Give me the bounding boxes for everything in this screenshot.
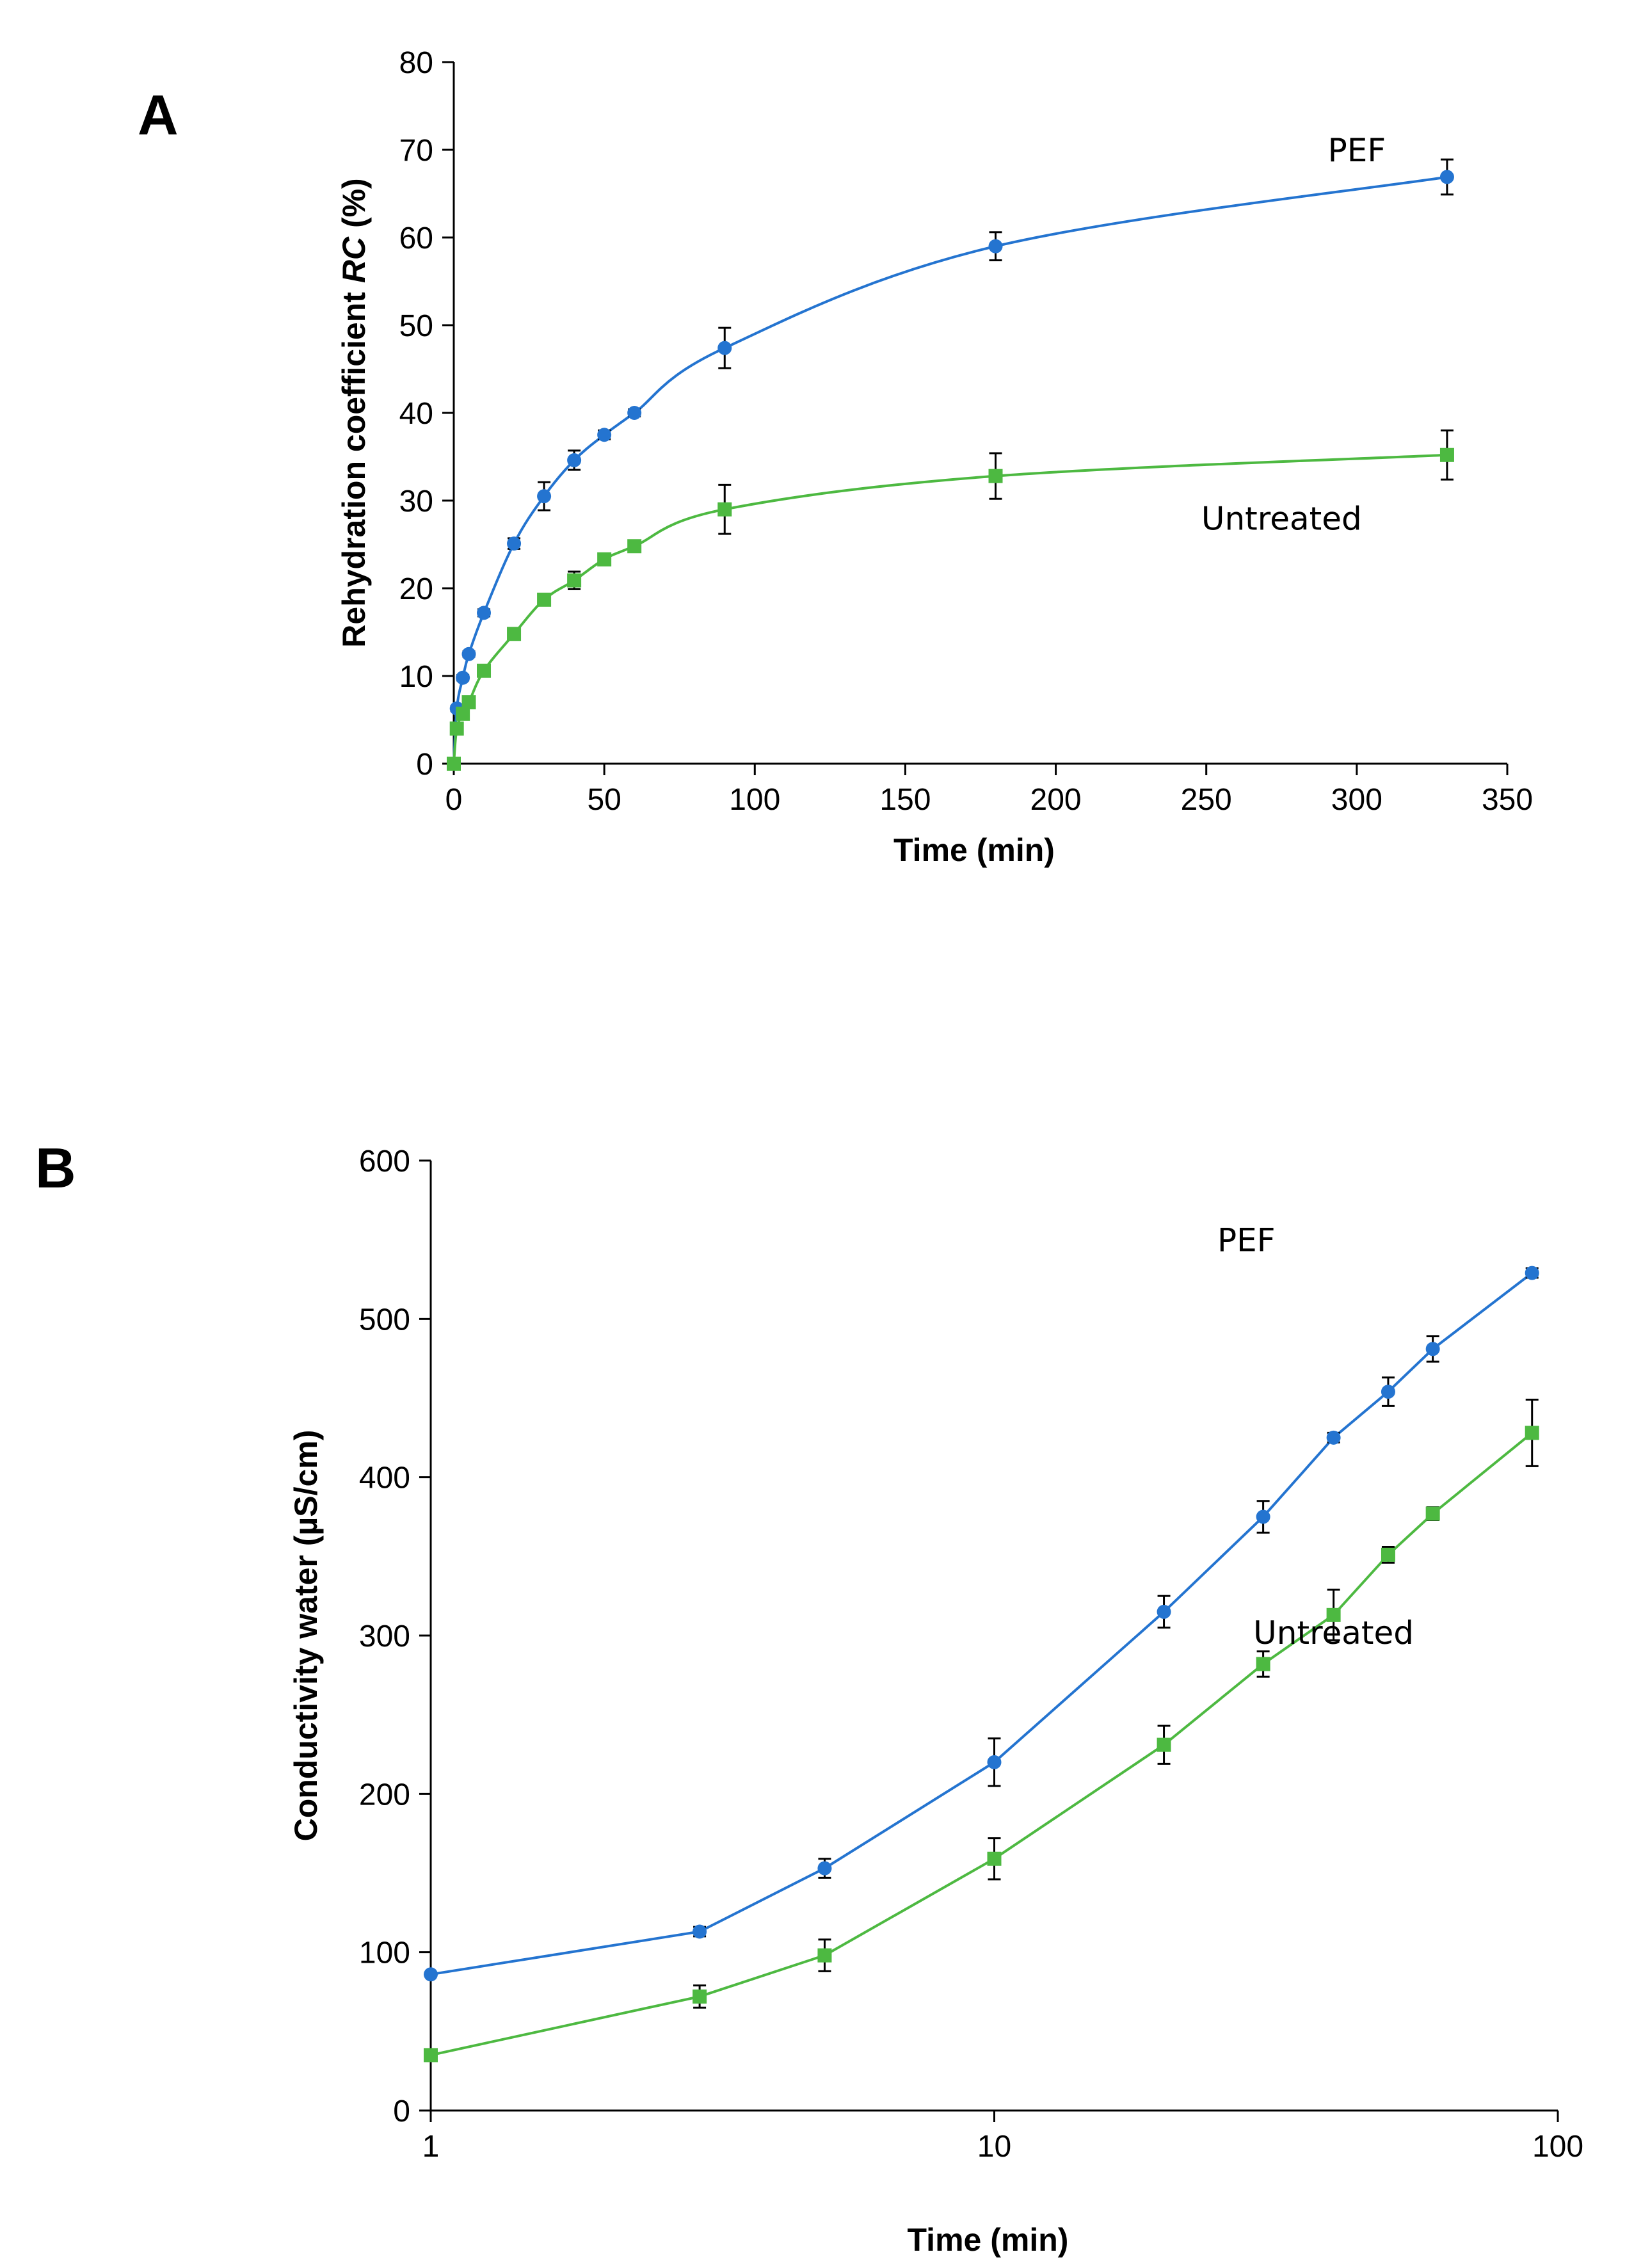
panel-a-series-untreated-point [447,757,461,771]
panel-a-series-untreated-point [567,573,582,588]
panel-a-series-pef-point [461,647,476,661]
panel-a-series-pef-point [537,489,552,504]
panel-b-y-tick-label: 600 [359,1145,410,1178]
panel-b-series-untreated-point [1425,1506,1440,1521]
panel-b-y-tick-label: 100 [359,1936,410,1970]
panel-b-series-untreated-point [817,1948,832,1963]
panel-a-chart: A 0 10 20 30 40 50 60 70 80 0 50 100 150 200 250 300 350 T… [138,46,1533,868]
panel-b-series-untreated: Untreated [424,1398,1539,2063]
panel-a-y-tick-label: 70 [399,134,433,168]
panel-b-x-tick-label: 10 [977,2130,1011,2164]
panel-b-series-pef: PEF [424,1222,1539,1982]
panel-a-series-pef-point [1439,170,1454,184]
panel-a-series-pef-point [717,341,732,355]
panel-a-series-pef-point [507,536,522,551]
panel-b-series-pef-point [1326,1430,1341,1445]
panel-b-series-untreated-point [693,1989,707,2004]
panel-b-x-axis-title: Time (min) [908,2222,1069,2258]
panel-a-series-untreated-point [717,502,732,517]
panel-a-series-pef-label: PEF [1328,132,1386,169]
panel-b-series-untreated-point [424,2048,438,2063]
panel-a-y-tick-label: 60 [399,221,433,255]
panel-a-letter: A [138,83,179,147]
panel-a-x-tick-label: 350 [1482,783,1533,817]
panel-b-series-untreated-point [1381,1547,1395,1562]
panel-a-y-tick-label: 40 [399,397,433,431]
panel-b-series-pef-point [1381,1385,1395,1399]
panel-a-series-untreated-label: Untreated [1201,500,1362,537]
panel-a-series-pef-point [627,406,642,420]
panel-a-y-tick-label: 10 [399,660,433,694]
panel-b-series-pef-point [693,1924,707,1939]
panel-b-y-tick-label: 500 [359,1303,410,1337]
panel-a-series-pef-point [477,606,492,620]
panel-b-chart: B 0 100 200 300 400 500 600 1 10 100 Time (min) Cond… [35,1136,1583,2258]
panel-b-x-tick-label: 1 [422,2130,440,2164]
panel-a-y-tick-label: 0 [416,748,433,782]
panel-b-series-untreated-line [430,1431,1533,2057]
panel-a-y-tick-label: 20 [399,572,433,606]
panel-b-x-tick-label: 100 [1532,2130,1583,2164]
panel-a-series-untreated-point [988,469,1003,483]
panel-b-series-untreated-point [1326,1607,1341,1622]
panel-a-series-untreated-point [461,695,476,710]
panel-b-series-untreated-point [987,1851,1002,1866]
panel-a-series-pef-point [988,239,1003,253]
panel-a-series-untreated-point [537,592,552,607]
panel-a-y-axis-title-part: Rehydration coefficient [336,283,372,648]
panel-a-series-untreated-point [1439,447,1454,462]
panel-b-series-untreated-point [1256,1657,1270,1671]
panel-a-x-axis-title: Time (min) [893,832,1055,868]
panel-b-y-tick-label: 300 [359,1620,410,1653]
panel-a-series-pef-point [567,453,582,467]
panel-b-series-pef-point [1425,1342,1440,1356]
panel-b-y-axis-title: Conductivity water (µS/cm) [288,1430,324,1842]
panel-a-y-tick-label: 50 [399,309,433,343]
panel-b-series-pef-point [817,1861,832,1876]
panel-b-y-tick-label: 400 [359,1461,410,1495]
panel-a-series-untreated-point [449,721,464,736]
panel-a-series-untreated-point [456,706,470,721]
panel-b-y-axis-title-part: Conductivity water (µS/cm) [288,1430,324,1842]
panel-a-x-tick-label: 250 [1181,783,1232,817]
panel-b-series-untreated-label: Untreated [1253,1614,1414,1652]
panel-a-x-tick-label: 300 [1331,783,1382,817]
panel-b-y-tick-label: 0 [393,2095,410,2128]
panel-a-y-axis-title-part: (%) [336,178,372,237]
panel-b-series-pef-line [430,1272,1533,1976]
panel-a-y-axis-title-part: RC [336,236,372,283]
panel-a-x-tick-label: 0 [445,783,463,817]
panel-a-y-axis-title: Rehydration coefficient RC (%) [336,178,372,647]
panel-a-series-pef: PEF [447,132,1454,771]
panel-a-series-untreated-point [477,663,492,678]
panel-b-series-pef-point [1256,1509,1270,1524]
panel-b-series-pef-point [1525,1266,1539,1280]
panel-b-y-tick-label: 200 [359,1778,410,1812]
panel-a-series-pef-point [456,670,470,685]
panel-a-x-tick-label: 100 [729,783,780,817]
panel-a-series-untreated-point [597,552,612,567]
panel-a-x-tick-label: 50 [587,783,621,817]
panel-b-series-pef-point [424,1967,438,1982]
panel-a-series-untreated: Untreated [447,429,1454,771]
panel-b-series-untreated-point [1157,1737,1171,1752]
panel-b-letter: B [35,1136,76,1200]
panel-b-series-pef-point [1157,1604,1171,1619]
panel-b-series-pef-label: PEF [1217,1222,1276,1259]
panel-b-series-untreated-point [1525,1426,1539,1440]
panel-a-series-untreated-point [507,627,522,641]
panel-a-y-tick-label: 30 [399,485,433,519]
panel-a-x-tick-label: 150 [879,783,931,817]
panel-a-x-tick-label: 200 [1030,783,1082,817]
panel-a-series-pef-line [453,175,1448,764]
panel-a-series-pef-point [597,428,612,442]
panel-b-series-pef-point [987,1755,1002,1769]
panel-a-y-tick-label: 80 [399,46,433,80]
panel-a-series-untreated-point [627,539,642,554]
